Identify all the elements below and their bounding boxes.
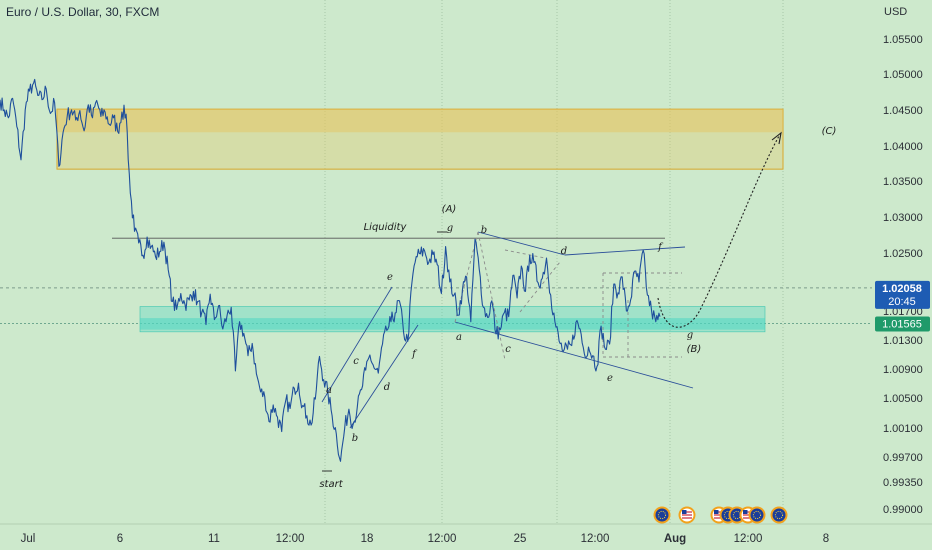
x-tick-7: 12:00 xyxy=(581,533,610,545)
price-axis-bg xyxy=(872,0,932,550)
label-tri_d: d xyxy=(561,246,567,257)
eu-flag-icon[interactable] xyxy=(748,506,766,524)
time-axis-bg xyxy=(0,524,932,550)
triangle-upper-line xyxy=(477,231,566,256)
us-flag-icon-canton xyxy=(682,510,687,514)
x-tick-10: 8 xyxy=(823,533,829,545)
y-tick-3: 1.04000 xyxy=(883,141,923,153)
eu-flag-icon[interactable] xyxy=(770,506,788,524)
label-C: (C) xyxy=(822,126,837,137)
us-flag-icon-canton xyxy=(714,510,719,514)
y-tick-1: 1.05000 xyxy=(883,69,923,81)
label-left_b: b xyxy=(352,433,358,444)
grid xyxy=(0,0,872,524)
label-tri_e: e xyxy=(607,373,613,384)
impulse-line-upper xyxy=(321,286,393,403)
us-flag-icon-canton xyxy=(743,510,748,514)
label-tri_c: c xyxy=(505,344,511,355)
eu-flag-icon-stars xyxy=(774,510,784,520)
eu-flag-icon-face xyxy=(750,508,764,522)
projection-arrowhead xyxy=(771,131,782,145)
price-series xyxy=(0,78,661,462)
demand-zone-core xyxy=(140,318,765,330)
x-tick-5: 12:00 xyxy=(428,533,457,545)
label-tri_b: b xyxy=(481,225,487,236)
currency-label: USD xyxy=(884,6,907,18)
chart-title: Euro / U.S. Dollar, 30, FXCM xyxy=(6,5,160,19)
x-tick-3: 12:00 xyxy=(276,533,305,545)
leg-c-d-top xyxy=(504,249,546,259)
eu-flag-icon[interactable] xyxy=(653,506,671,524)
y-tick-11: 1.00100 xyxy=(883,423,923,435)
wave-labels: Liquidity (A) (C) (B) start g g a b c d e f a b c d e f xyxy=(319,126,836,490)
current-price-tag xyxy=(875,280,930,309)
x-tick-2: 11 xyxy=(208,533,220,545)
upper-trend-line xyxy=(564,246,686,256)
y-tick-7: 1.01700 xyxy=(883,306,923,318)
label-left_f: f xyxy=(411,349,418,360)
label-A: (A) xyxy=(442,204,457,215)
supply-zone-core xyxy=(57,109,783,133)
label-liquidity: Liquidity xyxy=(364,222,408,233)
level-price-value: 1.01565 xyxy=(882,319,922,331)
y-tick-13: 0.99350 xyxy=(883,477,923,489)
label-g_bottom: g xyxy=(687,330,693,341)
eu-flag-icon-face xyxy=(772,508,786,522)
eu-flag-icon-face xyxy=(655,508,669,522)
y-tick-2: 1.04500 xyxy=(883,105,923,117)
label-tri_a: a xyxy=(456,332,462,343)
event-icons[interactable] xyxy=(653,506,788,524)
label-g_top: g xyxy=(447,223,453,234)
y-tick-5: 1.03000 xyxy=(883,212,923,224)
current-price-value: 1.02058 xyxy=(882,283,922,295)
eu-flag-icon-stars xyxy=(657,510,667,520)
x-tick-1: 6 xyxy=(117,533,123,545)
countdown-value: 20:45 xyxy=(888,296,916,308)
y-tick-8: 1.01300 xyxy=(883,335,923,347)
x-tick-4: 18 xyxy=(361,533,374,545)
label-start: start xyxy=(319,479,343,490)
y-tick-12: 0.99700 xyxy=(883,452,923,464)
y-tick-9: 1.00900 xyxy=(883,364,923,376)
label-left_a: a xyxy=(326,385,332,396)
impulse-line-lower xyxy=(349,324,419,429)
supply-zone xyxy=(56,108,784,170)
label-tri_f: f xyxy=(657,242,664,253)
triangle-lower-line xyxy=(454,321,694,389)
leg-a-b xyxy=(477,231,506,361)
y-tick-4: 1.03500 xyxy=(883,176,923,188)
eu-flag-icon-stars xyxy=(752,510,762,520)
x-tick-8: Aug xyxy=(664,533,686,545)
x-tick-9: 12:00 xyxy=(734,533,763,545)
price-line xyxy=(0,78,661,462)
label-B: (B) xyxy=(687,344,702,355)
y-tick-6: 1.02500 xyxy=(883,248,923,260)
y-tick-14: 0.99000 xyxy=(883,504,923,516)
drawings xyxy=(112,131,782,472)
x-tick-0: Jul xyxy=(21,533,36,545)
y-tick-0: 1.05500 xyxy=(883,34,923,46)
zones xyxy=(56,108,784,333)
x-tick-6: 25 xyxy=(514,533,527,545)
y-tick-10: 1.00500 xyxy=(883,393,923,405)
label-left_e: e xyxy=(387,272,393,283)
label-left_d: d xyxy=(384,382,390,393)
level-price-tag xyxy=(875,316,930,332)
us-flag-icon[interactable] xyxy=(678,506,696,524)
label-left_c: c xyxy=(353,356,359,367)
